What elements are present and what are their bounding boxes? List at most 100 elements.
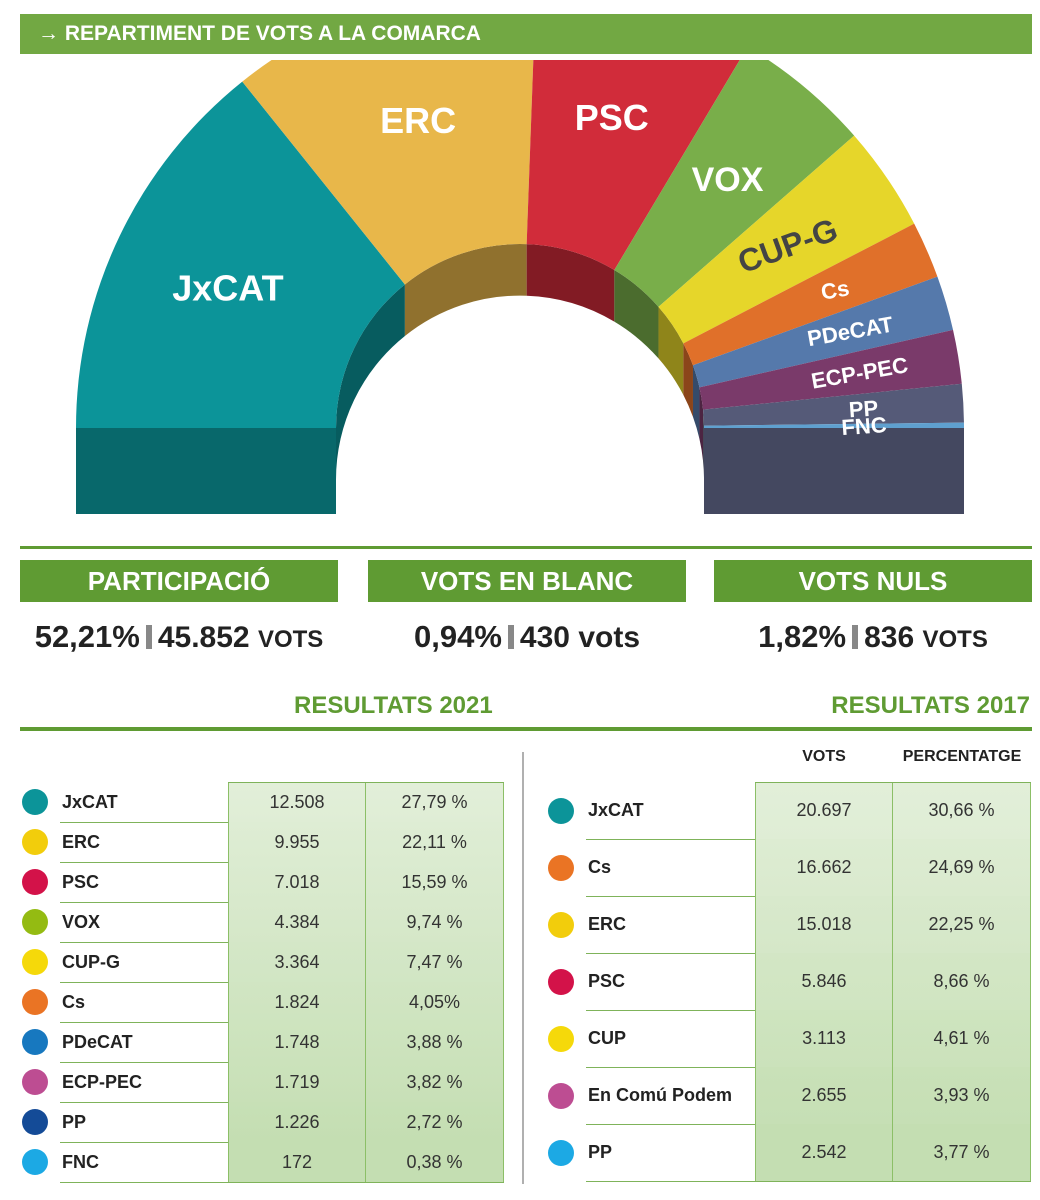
inner-wall-erc	[404, 244, 527, 337]
party-color-dot	[22, 1149, 48, 1175]
party-color-dot	[22, 789, 48, 815]
inner-wall-cup-g	[658, 306, 684, 395]
chart-base-left	[76, 428, 336, 514]
table-row: PP 2.542 3,77 %	[548, 1124, 1031, 1181]
party-color-dot	[22, 1069, 48, 1095]
segment-cs	[683, 223, 938, 366]
party-percentage: 22,11 %	[366, 822, 504, 862]
segment-jxcat	[76, 81, 405, 429]
blank-votes: 430	[519, 621, 570, 654]
table-row: VOX 4.384 9,74 %	[22, 902, 504, 942]
null-pct: 1,82%	[758, 619, 847, 654]
party-color-dot	[548, 1139, 574, 1166]
party-name: ERC	[62, 832, 101, 852]
party-color-dot	[22, 1029, 48, 1055]
table-top-line	[755, 782, 1031, 783]
table-top-line	[228, 782, 504, 783]
segment-fnc	[703, 422, 964, 428]
segment-ecp-pec	[699, 329, 962, 410]
party-color-dot	[22, 949, 48, 975]
table-row: En Comú Podem 2.655 3,93 %	[548, 1067, 1031, 1124]
inner-wall-ecp-pec	[699, 387, 704, 462]
party-votes: 4.384	[228, 902, 366, 942]
inner-wall-jxcat	[336, 284, 405, 480]
blank-votes-label: VOTS EN BLANC	[368, 560, 686, 602]
party-percentage: 22,25 %	[893, 896, 1031, 953]
label-pp: PP	[848, 395, 879, 422]
party-name: PDeCAT	[62, 1032, 133, 1052]
blank-pct: 0,94%	[414, 619, 502, 654]
party-color-dot	[548, 797, 574, 824]
party-percentage: 8,66 %	[893, 953, 1031, 1010]
party-percentage: 3,93 %	[893, 1067, 1031, 1124]
party-color-dot	[22, 869, 48, 895]
segment-erc	[242, 60, 534, 285]
inner-wall-cs	[683, 343, 693, 417]
party-votes: 7.018	[228, 862, 366, 902]
party-color-dot	[22, 909, 48, 935]
label-fnc: FNC	[841, 412, 888, 440]
segment-vox	[614, 60, 855, 307]
party-votes: 16.662	[755, 839, 893, 896]
label-cs: Cs	[819, 275, 851, 305]
participation-pct: 52,21%	[34, 619, 140, 654]
party-name: FNC	[62, 1152, 99, 1172]
party-name: ECP-PEC	[62, 1072, 143, 1092]
participation-votes: 45.852	[157, 621, 250, 654]
party-votes: 1.748	[228, 1022, 366, 1062]
party-color-dot	[548, 968, 574, 995]
party-color-dot	[548, 1082, 574, 1109]
party-votes: 2.542	[755, 1124, 893, 1181]
party-votes: 20.697	[755, 782, 893, 839]
party-color-dot	[22, 989, 48, 1015]
chart-title-bar: → REPARTIMENT DE VOTS A LA COMARCA	[20, 14, 1032, 54]
null-votes-label: VOTS NULS	[714, 560, 1032, 602]
party-color-dot	[548, 854, 574, 881]
party-name: PSC	[62, 872, 100, 892]
inner-wall-pp	[703, 409, 704, 478]
table-row: PSC 5.846 8,66 %	[548, 953, 1031, 1010]
table-row: PDeCAT 1.748 3,88 %	[22, 1022, 504, 1062]
table-row: CUP-G 3.364 7,47 %	[22, 942, 504, 982]
results-2017-title: RESULTATS 2017	[831, 692, 1030, 719]
party-name: En Comú Podem	[588, 1085, 733, 1105]
party-name: PP	[588, 1142, 613, 1162]
col-header-votes: VOTS	[802, 748, 846, 765]
party-votes: 172	[228, 1142, 366, 1182]
party-percentage: 7,47 %	[366, 942, 504, 982]
party-color-dot	[548, 1025, 574, 1052]
party-votes: 1.824	[228, 982, 366, 1022]
participation-value: 52,21% 45.852 VOTS	[20, 612, 338, 662]
party-percentage: 9,74 %	[366, 902, 504, 942]
party-name: PSC	[588, 971, 626, 991]
label-psc: PSC	[575, 97, 649, 138]
label-vox: VOX	[692, 161, 764, 199]
party-name: Cs	[62, 992, 86, 1012]
label-jxcat: JxCAT	[172, 267, 283, 308]
col-header-percentage: PERCENTATGE	[902, 748, 1022, 765]
party-percentage: 3,77 %	[893, 1124, 1031, 1181]
results-separator	[20, 727, 1032, 731]
party-votes: 3.113	[755, 1010, 893, 1067]
segment-pdecat	[692, 276, 954, 388]
separator-line	[20, 546, 1032, 549]
table-row: CUP 3.113 4,61 %	[548, 1010, 1031, 1067]
table-row: JxCAT 20.697 30,66 %	[548, 782, 1031, 839]
party-votes: 9.955	[228, 822, 366, 862]
party-votes: 1.719	[228, 1062, 366, 1102]
row-divider	[586, 1181, 1031, 1182]
party-name: ERC	[588, 914, 627, 934]
party-name: CUP-G	[62, 952, 120, 972]
blank-unit: vots	[578, 621, 640, 654]
table-row: JxCAT 12.508 27,79 %	[22, 782, 504, 822]
table-row: Cs 1.824 4,05%	[22, 982, 504, 1022]
segment-cup-g	[658, 135, 915, 344]
party-votes: 1.226	[228, 1102, 366, 1142]
value-divider	[507, 625, 514, 649]
party-percentage: 0,38 %	[366, 1142, 504, 1182]
table-divider	[522, 752, 524, 1184]
party-name: JxCAT	[62, 792, 118, 812]
party-percentage: 15,59 %	[366, 862, 504, 902]
party-name: PP	[62, 1112, 87, 1132]
